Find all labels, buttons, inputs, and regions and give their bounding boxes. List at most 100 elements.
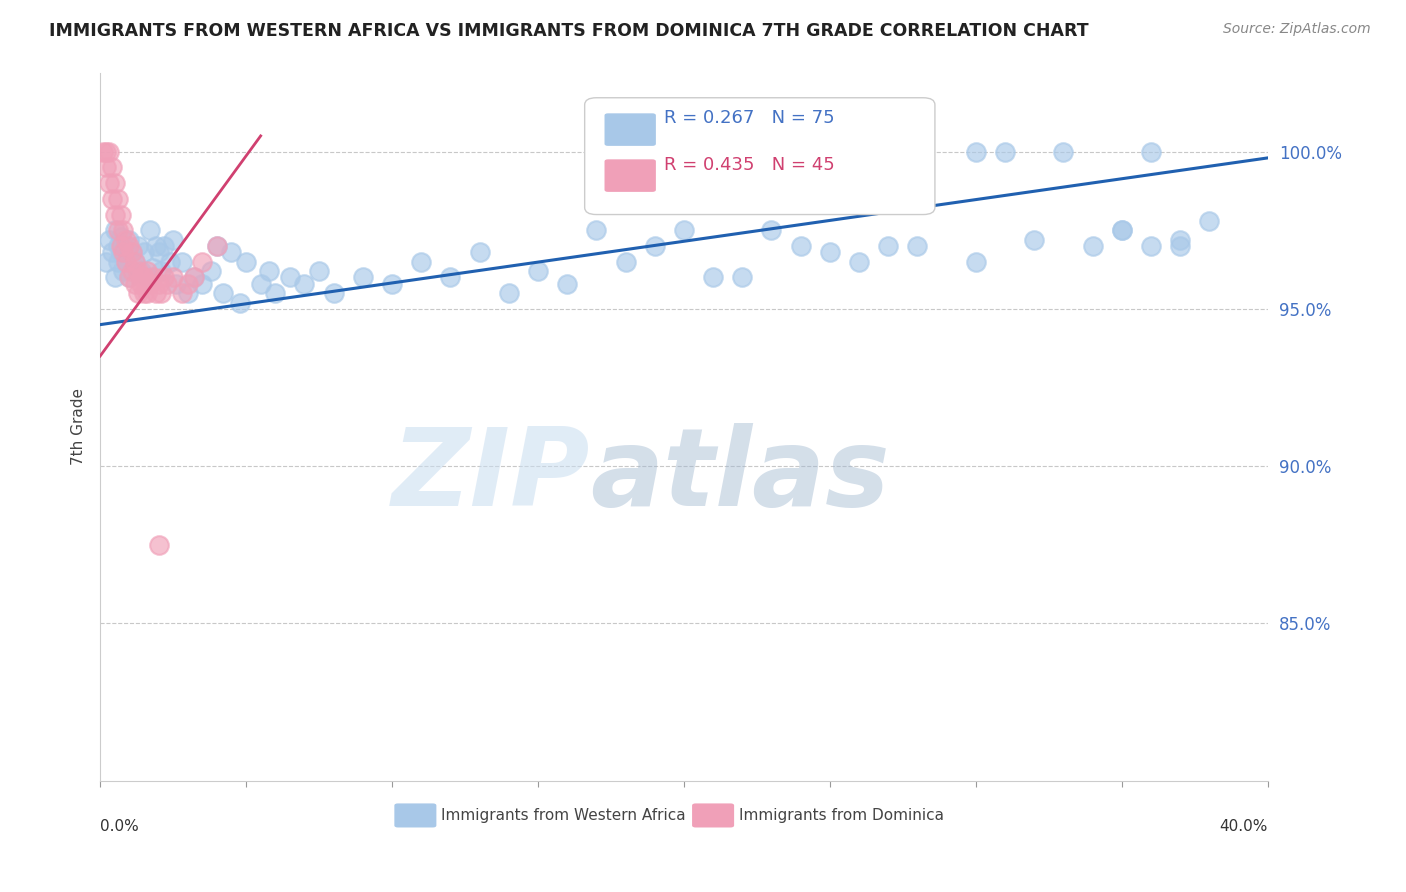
Point — [94, 161, 117, 175]
Point — [142, 260, 165, 275]
Y-axis label: 7th Grade: 7th Grade — [72, 388, 86, 466]
Point — [115, 254, 138, 268]
Text: ZIP: ZIP — [392, 424, 591, 530]
FancyBboxPatch shape — [585, 98, 935, 215]
Point — [118, 239, 141, 253]
Point — [308, 264, 330, 278]
Point — [994, 145, 1017, 159]
Text: atlas: atlas — [591, 424, 890, 530]
Point — [121, 245, 143, 260]
Text: Immigrants from Western Africa: Immigrants from Western Africa — [441, 808, 686, 823]
Point — [200, 264, 222, 278]
Point — [183, 270, 205, 285]
Point — [110, 239, 132, 253]
Point — [965, 254, 987, 268]
Point — [104, 208, 127, 222]
Point — [211, 286, 233, 301]
Point — [139, 277, 162, 291]
Point — [221, 245, 243, 260]
Point — [381, 277, 404, 291]
Point — [614, 254, 637, 268]
Point — [1168, 239, 1191, 253]
Point — [107, 254, 129, 268]
Point — [94, 145, 117, 159]
Point — [170, 254, 193, 268]
Point — [183, 270, 205, 285]
Point — [229, 295, 252, 310]
Point — [135, 286, 157, 301]
Point — [150, 264, 173, 278]
Point — [101, 192, 124, 206]
Point — [1140, 239, 1163, 253]
Point — [259, 264, 281, 278]
Point — [110, 229, 132, 244]
Point — [165, 277, 187, 291]
Point — [145, 286, 167, 301]
Point — [129, 270, 152, 285]
Point — [132, 286, 155, 301]
Point — [352, 270, 374, 285]
Point — [322, 286, 344, 301]
Point — [848, 254, 870, 268]
Point — [124, 277, 146, 291]
Point — [127, 239, 149, 253]
Point — [107, 192, 129, 206]
Point — [101, 245, 124, 260]
Point — [877, 239, 900, 253]
Text: R = 0.267   N = 75: R = 0.267 N = 75 — [664, 109, 835, 127]
Point — [112, 245, 135, 260]
Point — [159, 254, 181, 268]
Text: IMMIGRANTS FROM WESTERN AFRICA VS IMMIGRANTS FROM DOMINICA 7TH GRADE CORRELATION: IMMIGRANTS FROM WESTERN AFRICA VS IMMIGR… — [49, 22, 1088, 40]
Point — [121, 245, 143, 260]
Point — [644, 239, 666, 253]
Point — [162, 270, 184, 285]
Point — [135, 270, 157, 285]
Point — [112, 223, 135, 237]
Point — [94, 254, 117, 268]
Point — [205, 239, 228, 253]
Point — [97, 233, 120, 247]
Point — [121, 264, 143, 278]
Point — [153, 270, 176, 285]
Point — [127, 264, 149, 278]
Point — [170, 286, 193, 301]
Point — [107, 239, 129, 253]
Point — [761, 223, 783, 237]
Point — [104, 176, 127, 190]
Point — [672, 223, 695, 237]
Point — [905, 239, 928, 253]
Point — [585, 223, 607, 237]
Point — [235, 254, 257, 268]
Point — [101, 161, 124, 175]
Point — [264, 286, 287, 301]
Point — [124, 254, 146, 268]
Point — [162, 233, 184, 247]
Text: 40.0%: 40.0% — [1219, 819, 1268, 833]
Point — [1024, 233, 1046, 247]
Point — [702, 270, 724, 285]
Point — [498, 286, 520, 301]
Point — [129, 264, 152, 278]
Point — [153, 239, 176, 253]
Text: Immigrants from Dominica: Immigrants from Dominica — [738, 808, 943, 823]
Point — [97, 176, 120, 190]
Point — [191, 254, 214, 268]
Point — [176, 286, 198, 301]
FancyBboxPatch shape — [605, 160, 655, 192]
FancyBboxPatch shape — [692, 804, 734, 828]
Point — [97, 145, 120, 159]
Point — [1198, 214, 1220, 228]
Point — [104, 270, 127, 285]
Point — [818, 245, 841, 260]
Point — [129, 277, 152, 291]
Point — [145, 239, 167, 253]
FancyBboxPatch shape — [605, 113, 655, 146]
Point — [112, 239, 135, 253]
Point — [176, 277, 198, 291]
Point — [135, 264, 157, 278]
Point — [205, 239, 228, 253]
FancyBboxPatch shape — [394, 804, 436, 828]
Point — [142, 270, 165, 285]
Point — [115, 254, 138, 268]
Point — [148, 277, 170, 291]
